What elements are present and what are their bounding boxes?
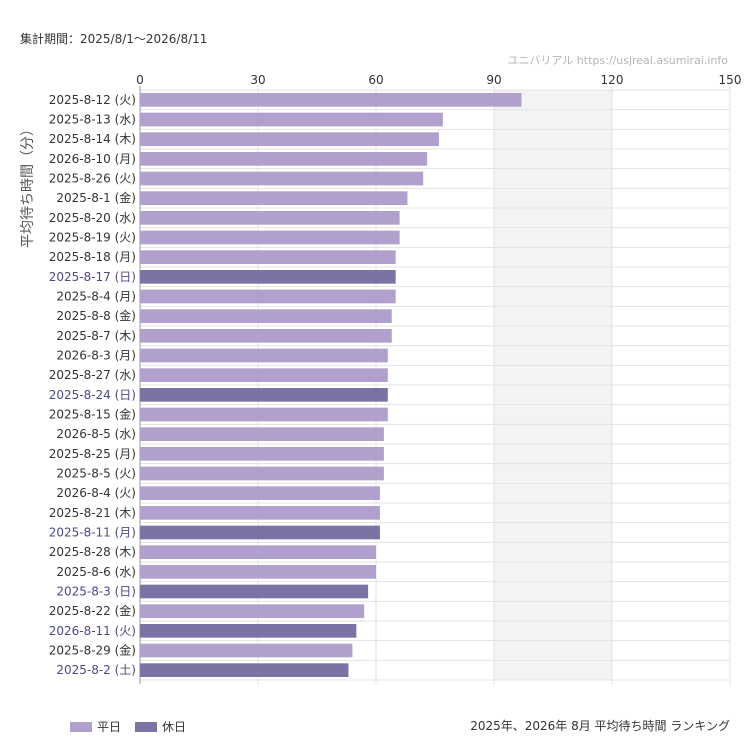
bar <box>140 466 384 481</box>
bar <box>140 447 384 461</box>
category-label: 2025-8-17 (日) <box>49 270 136 284</box>
category-label: 2025-8-21 (木) <box>49 506 136 520</box>
category-label: 2025-8-3 (日) <box>56 585 136 599</box>
x-tick-label: 90 <box>486 73 501 87</box>
category-label: 2025-8-5 (火) <box>56 467 136 481</box>
category-label: 2025-8-12 (火) <box>49 93 136 107</box>
bar <box>140 643 353 658</box>
bar <box>140 486 380 500</box>
category-label: 2025-8-29 (金) <box>49 643 136 658</box>
bar <box>140 152 428 166</box>
category-label: 2026-8-3 (月) <box>56 349 136 363</box>
bar <box>140 171 424 186</box>
bar <box>140 368 388 382</box>
category-label: 2025-8-14 (木) <box>49 132 136 146</box>
bar <box>140 663 349 677</box>
bar <box>140 407 388 422</box>
x-tick-label: 150 <box>719 73 742 87</box>
watermark: ユニバリアル https://usjreal.asumirai.info <box>507 54 728 67</box>
category-label: 2025-8-7 (木) <box>56 329 136 343</box>
category-label: 2025-8-26 (火) <box>49 172 136 186</box>
legend-holiday[interactable]: 休日 <box>135 718 186 735</box>
bar <box>140 565 376 579</box>
category-label: 2025-8-11 (月) <box>49 526 136 540</box>
y-axis-title: 平均待ち時間（分） <box>20 122 36 248</box>
category-label: 2025-8-20 (水) <box>49 211 136 225</box>
bar <box>140 525 380 540</box>
category-label: 2025-8-25 (月) <box>49 447 136 461</box>
category-label: 2025-8-27 (水) <box>49 368 136 382</box>
bar <box>140 329 392 343</box>
category-label: 2025-8-19 (火) <box>49 231 136 245</box>
category-label: 2025-8-22 (金) <box>49 603 136 618</box>
bar <box>140 289 396 304</box>
category-label: 2025-8-28 (木) <box>49 545 136 559</box>
bar <box>140 93 522 107</box>
bar <box>140 604 365 618</box>
bar <box>140 506 380 520</box>
category-label: 2025-8-2 (土) <box>56 663 136 677</box>
bar <box>140 309 392 323</box>
legend-weekday-label: 平日 <box>97 720 122 734</box>
bar <box>140 427 384 441</box>
category-label: 2025-8-18 (月) <box>49 250 136 264</box>
category-label: 2025-8-15 (金) <box>49 407 136 422</box>
bar <box>140 584 369 599</box>
category-label: 2025-8-6 (水) <box>56 565 136 579</box>
category-label: 2025-8-1 (金) <box>56 190 136 205</box>
x-tick-label: 60 <box>368 73 383 87</box>
legend-holiday-label: 休日 <box>162 720 187 734</box>
category-label: 2026-8-11 (火) <box>49 624 136 638</box>
legend-weekday-swatch <box>70 721 92 732</box>
category-label: 2026-8-10 (月) <box>49 152 136 166</box>
bar <box>140 211 400 225</box>
bar <box>140 132 439 146</box>
legend-weekday[interactable]: 平日 <box>70 718 121 735</box>
bar <box>140 624 357 638</box>
bar <box>140 270 396 284</box>
period-label: 集計期間：2025/8/1〜2026/8/11 <box>20 32 208 46</box>
category-label: 2026-8-4 (火) <box>56 486 136 500</box>
ranking-chart: 0 30 60 90 120 150 2025-8-12 (火) 2025-8-13 (水) 2… <box>20 73 742 684</box>
chart-footer-title: 2025年、2026年 8月 平均待ち時間 ランキング <box>470 719 730 733</box>
category-label: 2025-8-24 (日) <box>49 388 136 402</box>
category-label: 2025-8-8 (金) <box>56 308 136 323</box>
x-tick-label: 120 <box>601 73 624 87</box>
bar <box>140 388 388 402</box>
x-tick-label: 30 <box>250 73 265 87</box>
bar <box>140 191 408 205</box>
x-tick-label: 0 <box>136 73 144 87</box>
bar <box>140 545 376 559</box>
category-label: 2026-8-5 (水) <box>56 427 136 441</box>
legend: 平日 休日 <box>70 718 186 735</box>
category-label: 2025-8-4 (月) <box>56 290 136 304</box>
bar <box>140 112 443 127</box>
category-label: 2025-8-13 (水) <box>49 113 136 127</box>
bar <box>140 230 400 245</box>
bar <box>140 348 388 363</box>
legend-holiday-swatch <box>135 721 158 732</box>
bar <box>140 250 396 264</box>
